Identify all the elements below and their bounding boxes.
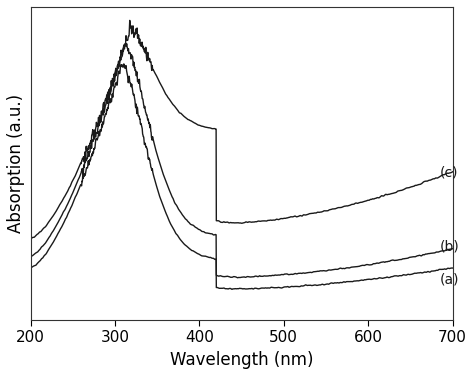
Text: (b): (b) xyxy=(440,240,460,253)
Y-axis label: Absorption (a.u.): Absorption (a.u.) xyxy=(7,94,25,233)
Text: (a): (a) xyxy=(440,272,459,286)
X-axis label: Wavelength (nm): Wavelength (nm) xyxy=(170,351,313,369)
Text: (c): (c) xyxy=(440,165,458,179)
